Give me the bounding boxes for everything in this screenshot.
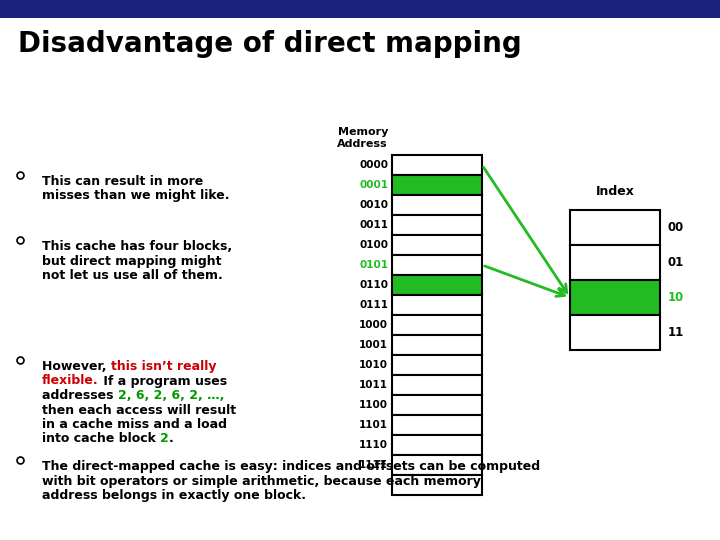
Text: flexible.: flexible. [42, 375, 99, 388]
Text: 01: 01 [668, 256, 684, 269]
Bar [392, 175, 482, 195]
Text: addresses: addresses [42, 389, 118, 402]
Text: 1010: 1010 [359, 360, 388, 370]
Bar [392, 215, 482, 235]
Text: Memory
Address: Memory Address [338, 127, 388, 150]
Text: with bit operators or simple arithmetic, because each memory: with bit operators or simple arithmetic,… [42, 475, 481, 488]
Text: address belongs in exactly one block.: address belongs in exactly one block. [42, 489, 306, 502]
Text: 2, 6, 2, 6, 2, …,: 2, 6, 2, 6, 2, …, [118, 389, 224, 402]
Bar [570, 280, 660, 315]
Text: into cache block: into cache block [42, 433, 161, 446]
Bar [570, 245, 660, 280]
Text: 0010: 0010 [359, 200, 388, 210]
Text: The direct-mapped cache is easy: indices and offsets can be computed: The direct-mapped cache is easy: indices… [42, 460, 540, 473]
Bar [392, 395, 482, 415]
Text: 1101: 1101 [359, 420, 388, 430]
Bar [392, 375, 482, 395]
Bar [392, 295, 482, 315]
Text: but direct mapping might: but direct mapping might [42, 254, 222, 267]
Text: 0101: 0101 [359, 260, 388, 270]
Bar [392, 475, 482, 495]
Bar [392, 455, 482, 475]
Text: 0001: 0001 [359, 180, 388, 190]
Bar [570, 315, 660, 350]
Text: 0111: 0111 [359, 300, 388, 310]
Text: 1111: 1111 [359, 460, 388, 470]
Bar [570, 210, 660, 245]
Text: 1011: 1011 [359, 380, 388, 390]
Text: 10: 10 [668, 291, 684, 304]
Text: 0100: 0100 [359, 240, 388, 250]
Text: If a program uses: If a program uses [99, 375, 227, 388]
Text: 0000: 0000 [359, 160, 388, 170]
Bar [392, 335, 482, 355]
Bar [392, 315, 482, 335]
Text: 11: 11 [668, 326, 684, 339]
Text: 0011: 0011 [359, 220, 388, 230]
Text: then each access will result: then each access will result [42, 403, 236, 416]
Bar [392, 355, 482, 375]
Bar [392, 275, 482, 295]
Bar [392, 155, 482, 175]
Text: in a cache miss and a load: in a cache miss and a load [42, 418, 227, 431]
Text: 2: 2 [161, 433, 169, 446]
Text: this isn’t really: this isn’t really [111, 360, 217, 373]
Text: 1110: 1110 [359, 440, 388, 450]
Text: 1001: 1001 [359, 340, 388, 350]
Bar [392, 415, 482, 435]
Bar [392, 255, 482, 275]
Text: 00: 00 [668, 221, 684, 234]
Text: not let us use all of them.: not let us use all of them. [42, 269, 222, 282]
Bar [392, 235, 482, 255]
Text: However,: However, [42, 360, 111, 373]
Bar [0, 0, 720, 18]
Text: .: . [169, 433, 174, 446]
Text: This can result in more: This can result in more [42, 175, 203, 188]
Text: 1000: 1000 [359, 320, 388, 330]
Text: misses than we might like.: misses than we might like. [42, 190, 230, 202]
Bar [392, 435, 482, 455]
Text: 0110: 0110 [359, 280, 388, 290]
Text: 1100: 1100 [359, 400, 388, 410]
Text: Disadvantage of direct mapping: Disadvantage of direct mapping [18, 30, 522, 58]
Bar [392, 195, 482, 215]
Text: This cache has four blocks,: This cache has four blocks, [42, 240, 232, 253]
Text: Index: Index [595, 185, 634, 198]
